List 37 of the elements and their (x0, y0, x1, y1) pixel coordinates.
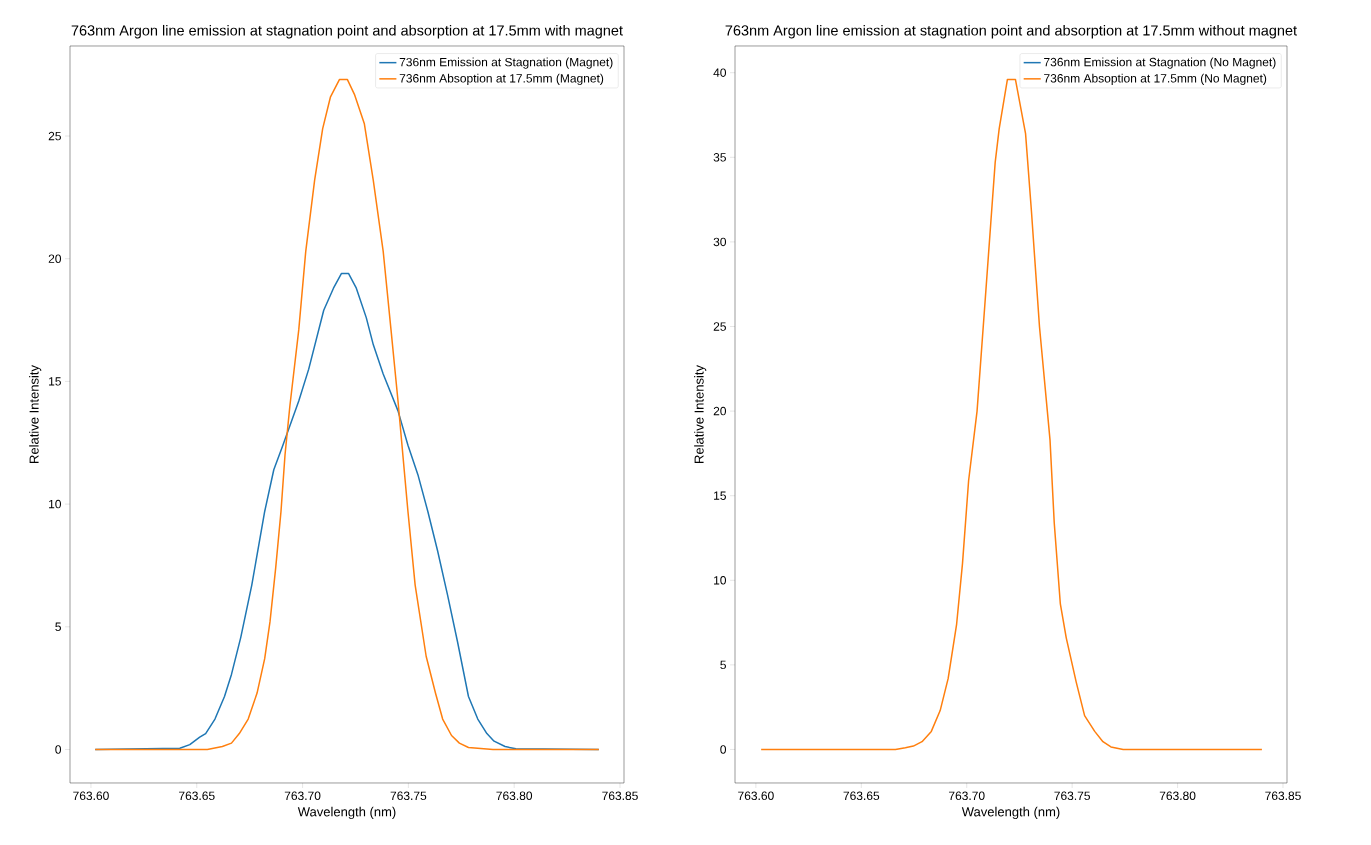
x-axis-title: Wavelength (nm) (297, 806, 396, 819)
y-axis-title: Relative Intensity (694, 365, 707, 463)
y-axis-title: Relative Intensity (29, 365, 42, 463)
y-tick-label: 30 (713, 237, 727, 247)
legend-label: 736nm Emission at Stagnation (No Magnet) (1044, 57, 1276, 69)
y-tick-label: 25 (48, 131, 61, 141)
y-tick-label: 35 (713, 153, 726, 162)
legend-label: 736nm Absoption at 17.5mm (Magnet) (399, 73, 604, 85)
y-tick-label: 25 (713, 322, 726, 331)
x-tick-label: 763.65 (843, 791, 880, 801)
x-tick-label: 763.80 (496, 791, 533, 801)
x-tick-label: 763.85 (1265, 791, 1301, 801)
x-tick-label: 763.75 (390, 791, 427, 801)
y-tick-label: 10 (49, 499, 62, 509)
y-tick-label: 15 (714, 491, 726, 500)
chart-title: 763nm Argon line emission at stagnation point and absorption at 17.5mm without magnet (725, 24, 1297, 39)
y-tick-label: 0 (55, 745, 62, 754)
y-tick-label: 20 (713, 406, 727, 416)
x-axis-title: Wavelength (nm) (961, 806, 1060, 819)
x-tick-label: 763.65 (179, 791, 215, 801)
legend-label: 736nm Emission at Stagnation (Magnet) (399, 57, 613, 69)
legend-label: 736nm Absoption at 17.5mm (No Magnet) (1044, 73, 1267, 85)
chart-title: 763nm Argon line emission at stagnation point and absorption at 17.5mm with magnet (71, 24, 623, 39)
x-tick-label: 763.70 (948, 791, 985, 801)
y-tick-label: 5 (55, 622, 61, 631)
x-tick-label: 763.75 (1054, 791, 1090, 801)
x-tick-label: 763.60 (73, 791, 109, 801)
x-tick-label: 763.70 (284, 791, 321, 801)
y-tick-label: 0 (720, 745, 727, 754)
y-tick-label: 5 (720, 660, 726, 670)
y-tick-label: 15 (49, 377, 61, 386)
y-tick-label: 40 (713, 68, 727, 77)
y-tick-label: 10 (714, 576, 727, 585)
x-tick-label: 763.80 (1159, 791, 1196, 801)
x-tick-label: 763.60 (738, 791, 774, 801)
x-tick-label: 763.85 (602, 791, 638, 801)
y-tick-label: 20 (48, 254, 62, 263)
